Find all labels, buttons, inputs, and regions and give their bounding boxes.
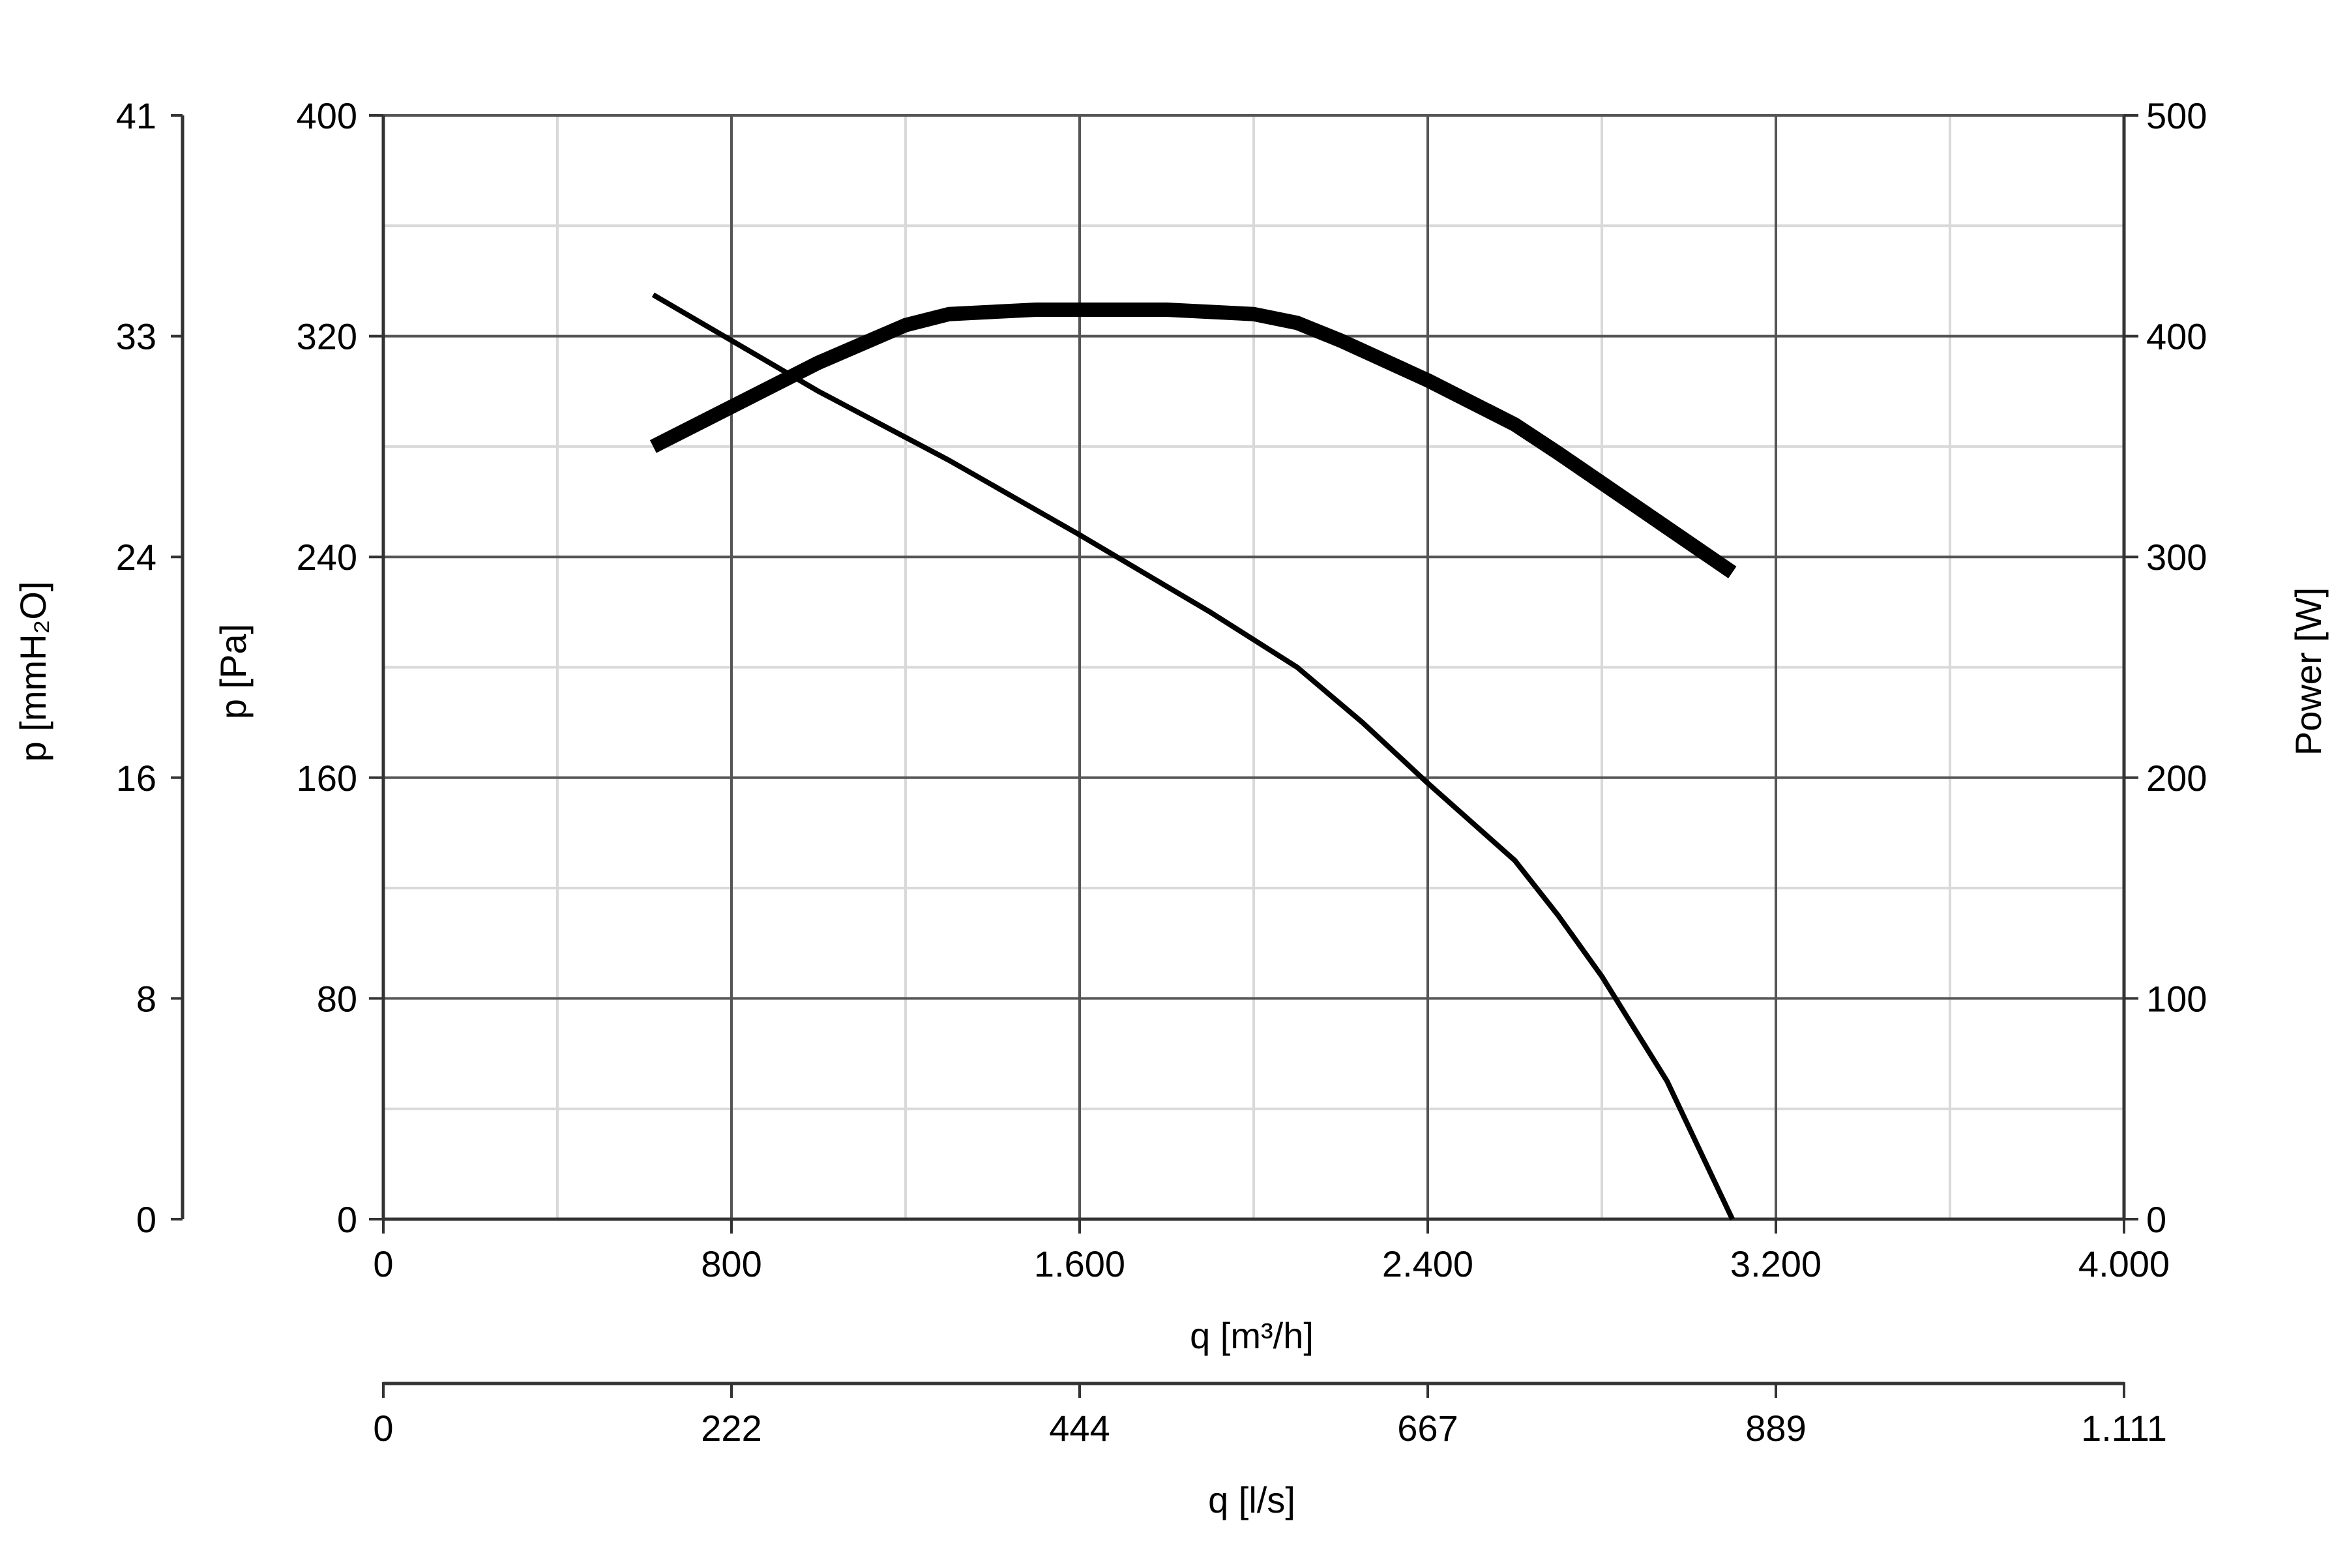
y-left-tick-label: 320 — [297, 316, 357, 357]
y-outer-tick-label: 33 — [116, 316, 156, 357]
x2-tick-label: 444 — [1049, 1408, 1110, 1449]
y-right-tick-label: 300 — [2146, 537, 2207, 578]
y-right-tick-label: 100 — [2146, 978, 2207, 1019]
y-left-tick-label: 80 — [317, 978, 357, 1019]
y-left-tick-label: 0 — [337, 1199, 357, 1240]
y-left-axis-title: p [Pa] — [213, 624, 254, 719]
y-right-axis-title: Power [W] — [2288, 587, 2329, 756]
x-tick-label: 1.600 — [1034, 1243, 1125, 1284]
minor-grid — [383, 115, 2124, 1219]
y-right-tick-label: 500 — [2146, 95, 2207, 136]
y-outer-tick-label: 41 — [116, 95, 156, 136]
x2-axis-title: q [l/s] — [1208, 1479, 1295, 1520]
x2-tick-label: 1.111 — [2081, 1408, 2167, 1449]
x-tick-label: 0 — [373, 1243, 393, 1284]
x2-tick-label: 0 — [373, 1408, 393, 1449]
series-layer — [649, 292, 1737, 1220]
x-tick-label: 800 — [701, 1243, 761, 1284]
y-outer-axis-title: p [mmH₂O] — [12, 582, 53, 762]
axes — [171, 114, 2138, 1398]
y-outer-tick-label: 24 — [116, 537, 156, 578]
y-left-tick-label: 400 — [297, 95, 357, 136]
y-right-tick-label: 0 — [2146, 1199, 2166, 1240]
y-outer-tick-label: 16 — [116, 758, 156, 799]
y-right-tick-label: 400 — [2146, 316, 2207, 357]
x-tick-label: 2.400 — [1382, 1243, 1473, 1284]
x-tick-label: 4.000 — [2078, 1243, 2170, 1284]
y-left-tick-label: 240 — [297, 537, 357, 578]
x2-tick-label: 889 — [1745, 1408, 1806, 1449]
x-tick-label: 3.200 — [1730, 1243, 1822, 1284]
y-right-tick-label: 200 — [2146, 758, 2207, 799]
x2-tick-label: 222 — [701, 1408, 761, 1449]
x2-tick-label: 667 — [1397, 1408, 1458, 1449]
y-outer-tick-label: 0 — [136, 1199, 156, 1240]
y-outer-tick-label: 8 — [136, 978, 156, 1019]
y-left-tick-label: 160 — [297, 758, 357, 799]
x-axis-title: q [m³/h] — [1190, 1315, 1314, 1356]
pressure-curve-line — [651, 292, 1735, 1220]
power-curve-line — [649, 302, 1737, 578]
